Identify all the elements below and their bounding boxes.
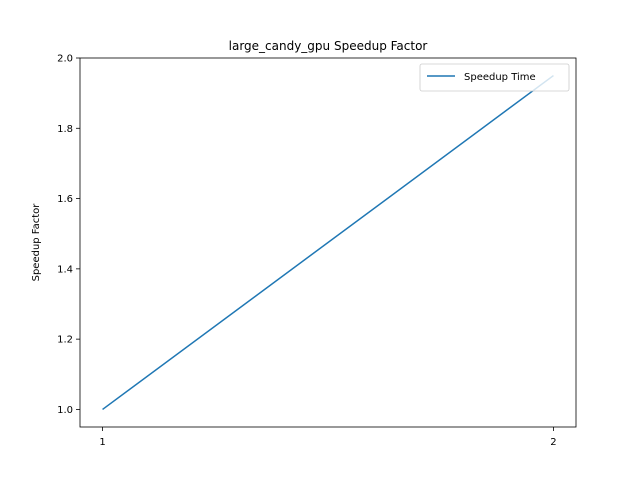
y-axis-label: Speedup Factor xyxy=(31,203,42,282)
y-tick-label: 1.6 xyxy=(57,194,73,205)
y-tick-label: 1.2 xyxy=(57,335,73,346)
x-tick-label: 2 xyxy=(550,437,556,448)
x-tick-label: 1 xyxy=(99,437,105,448)
series-line xyxy=(102,74,554,411)
y-axis: 1.0 1.2 1.4 1.6 1.8 2.0 xyxy=(57,54,80,416)
y-tick-label: 1.8 xyxy=(57,124,73,135)
axes-frame xyxy=(79,57,577,428)
y-tick-label: 2.0 xyxy=(57,54,73,65)
chart-title: large_candy_gpu Speedup Factor xyxy=(229,39,428,53)
plot-area xyxy=(102,74,554,411)
y-tick-label: 1.0 xyxy=(57,405,73,416)
legend-label: Speedup Time xyxy=(464,72,536,83)
y-tick-label: 1.4 xyxy=(57,264,73,275)
legend: Speedup Time xyxy=(419,63,570,92)
legend-box xyxy=(419,63,570,92)
